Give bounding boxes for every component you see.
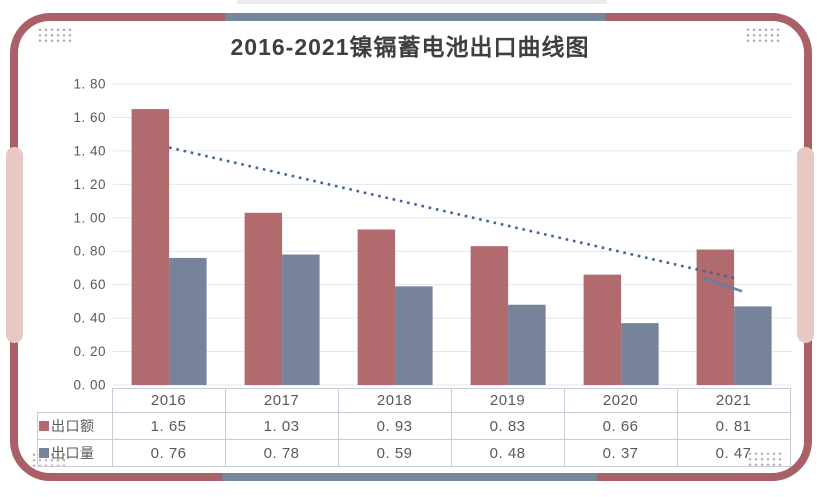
table-value-cell: 0. 37 [564, 440, 678, 467]
left-pink-tab [6, 147, 23, 343]
bar-出口额-2016 [131, 109, 170, 385]
year-header-cell: 2016 [112, 388, 226, 413]
bar-出口额-2019 [470, 246, 509, 385]
table-value-cell: 0. 76 [112, 440, 226, 467]
dot-grid-decoration [747, 451, 782, 469]
table-value-cell: 0. 59 [338, 440, 452, 467]
y-axis-tick-label: 1. 40 [73, 143, 106, 158]
year-header-cell: 2018 [338, 388, 452, 413]
legend-marker [39, 421, 49, 431]
series-label: 出口量 [51, 445, 95, 461]
bar-出口额-2020 [583, 274, 622, 385]
table-value-cell: 0. 48 [451, 440, 565, 467]
dot-grid-decoration [37, 27, 72, 45]
y-axis-tick-label: 0. 40 [73, 311, 106, 326]
year-header-cell: 2021 [677, 388, 791, 413]
top-accent-segment [225, 13, 605, 21]
legend-marker [39, 448, 49, 458]
bar-出口额-2018 [357, 229, 396, 385]
y-axis-tick-label: 0. 80 [73, 244, 106, 259]
y-axis-tick-label: 0. 20 [73, 344, 106, 359]
y-axis-tick-label: 0. 60 [73, 277, 106, 292]
series-label: 出口额 [51, 418, 95, 434]
table-value-cell: 0. 66 [564, 413, 678, 440]
y-axis-tick-label: 0. 00 [73, 378, 106, 393]
table-value-cell: 1. 65 [112, 413, 226, 440]
chart-title: 2016-2021镍镉蓄电池出口曲线图 [230, 34, 590, 60]
table-value-cell: 1. 03 [225, 413, 339, 440]
y-axis-tick-label: 1. 60 [73, 110, 106, 125]
bar-出口量-2017 [282, 254, 320, 385]
table-value-cell: 0. 81 [677, 413, 791, 440]
table-value-cell: 0. 93 [338, 413, 452, 440]
y-axis-tick-label: 1. 80 [73, 77, 106, 92]
bottom-accent-segment [222, 473, 597, 481]
right-pink-tab [797, 147, 814, 343]
year-header-cell: 2020 [564, 388, 678, 413]
bar-出口量-2016 [169, 257, 207, 385]
table-value-cell: 0. 47 [677, 440, 791, 467]
series-label-cell: 出口额 [37, 413, 113, 440]
table-value-cell: 0. 78 [225, 440, 339, 467]
year-header-cell: 2017 [225, 388, 339, 413]
bar-出口额-2017 [244, 212, 283, 385]
y-axis-tick-label: 1. 00 [73, 210, 106, 225]
bar-出口量-2019 [508, 304, 546, 385]
trendline-solid-tail [703, 276, 743, 293]
y-axis-tick-label: 1. 20 [73, 177, 106, 192]
trendline-dotted [168, 146, 735, 280]
series-label-cell: 出口量 [37, 440, 113, 467]
bar-出口量-2021 [734, 306, 772, 385]
year-header-cell: 2019 [451, 388, 565, 413]
bar-出口量-2020 [621, 323, 659, 385]
table-value-cell: 0. 83 [451, 413, 565, 440]
table-corner-cell [37, 388, 113, 413]
bar-出口量-2018 [395, 286, 433, 385]
dot-grid-decoration [745, 27, 780, 45]
data-table: 2016 2017 2018 2019 2020 2021 出口额 1. 65 1. 03 0. … [37, 388, 791, 467]
top-echo-bar [237, 0, 607, 4]
bar-出口额-2021 [696, 249, 735, 385]
